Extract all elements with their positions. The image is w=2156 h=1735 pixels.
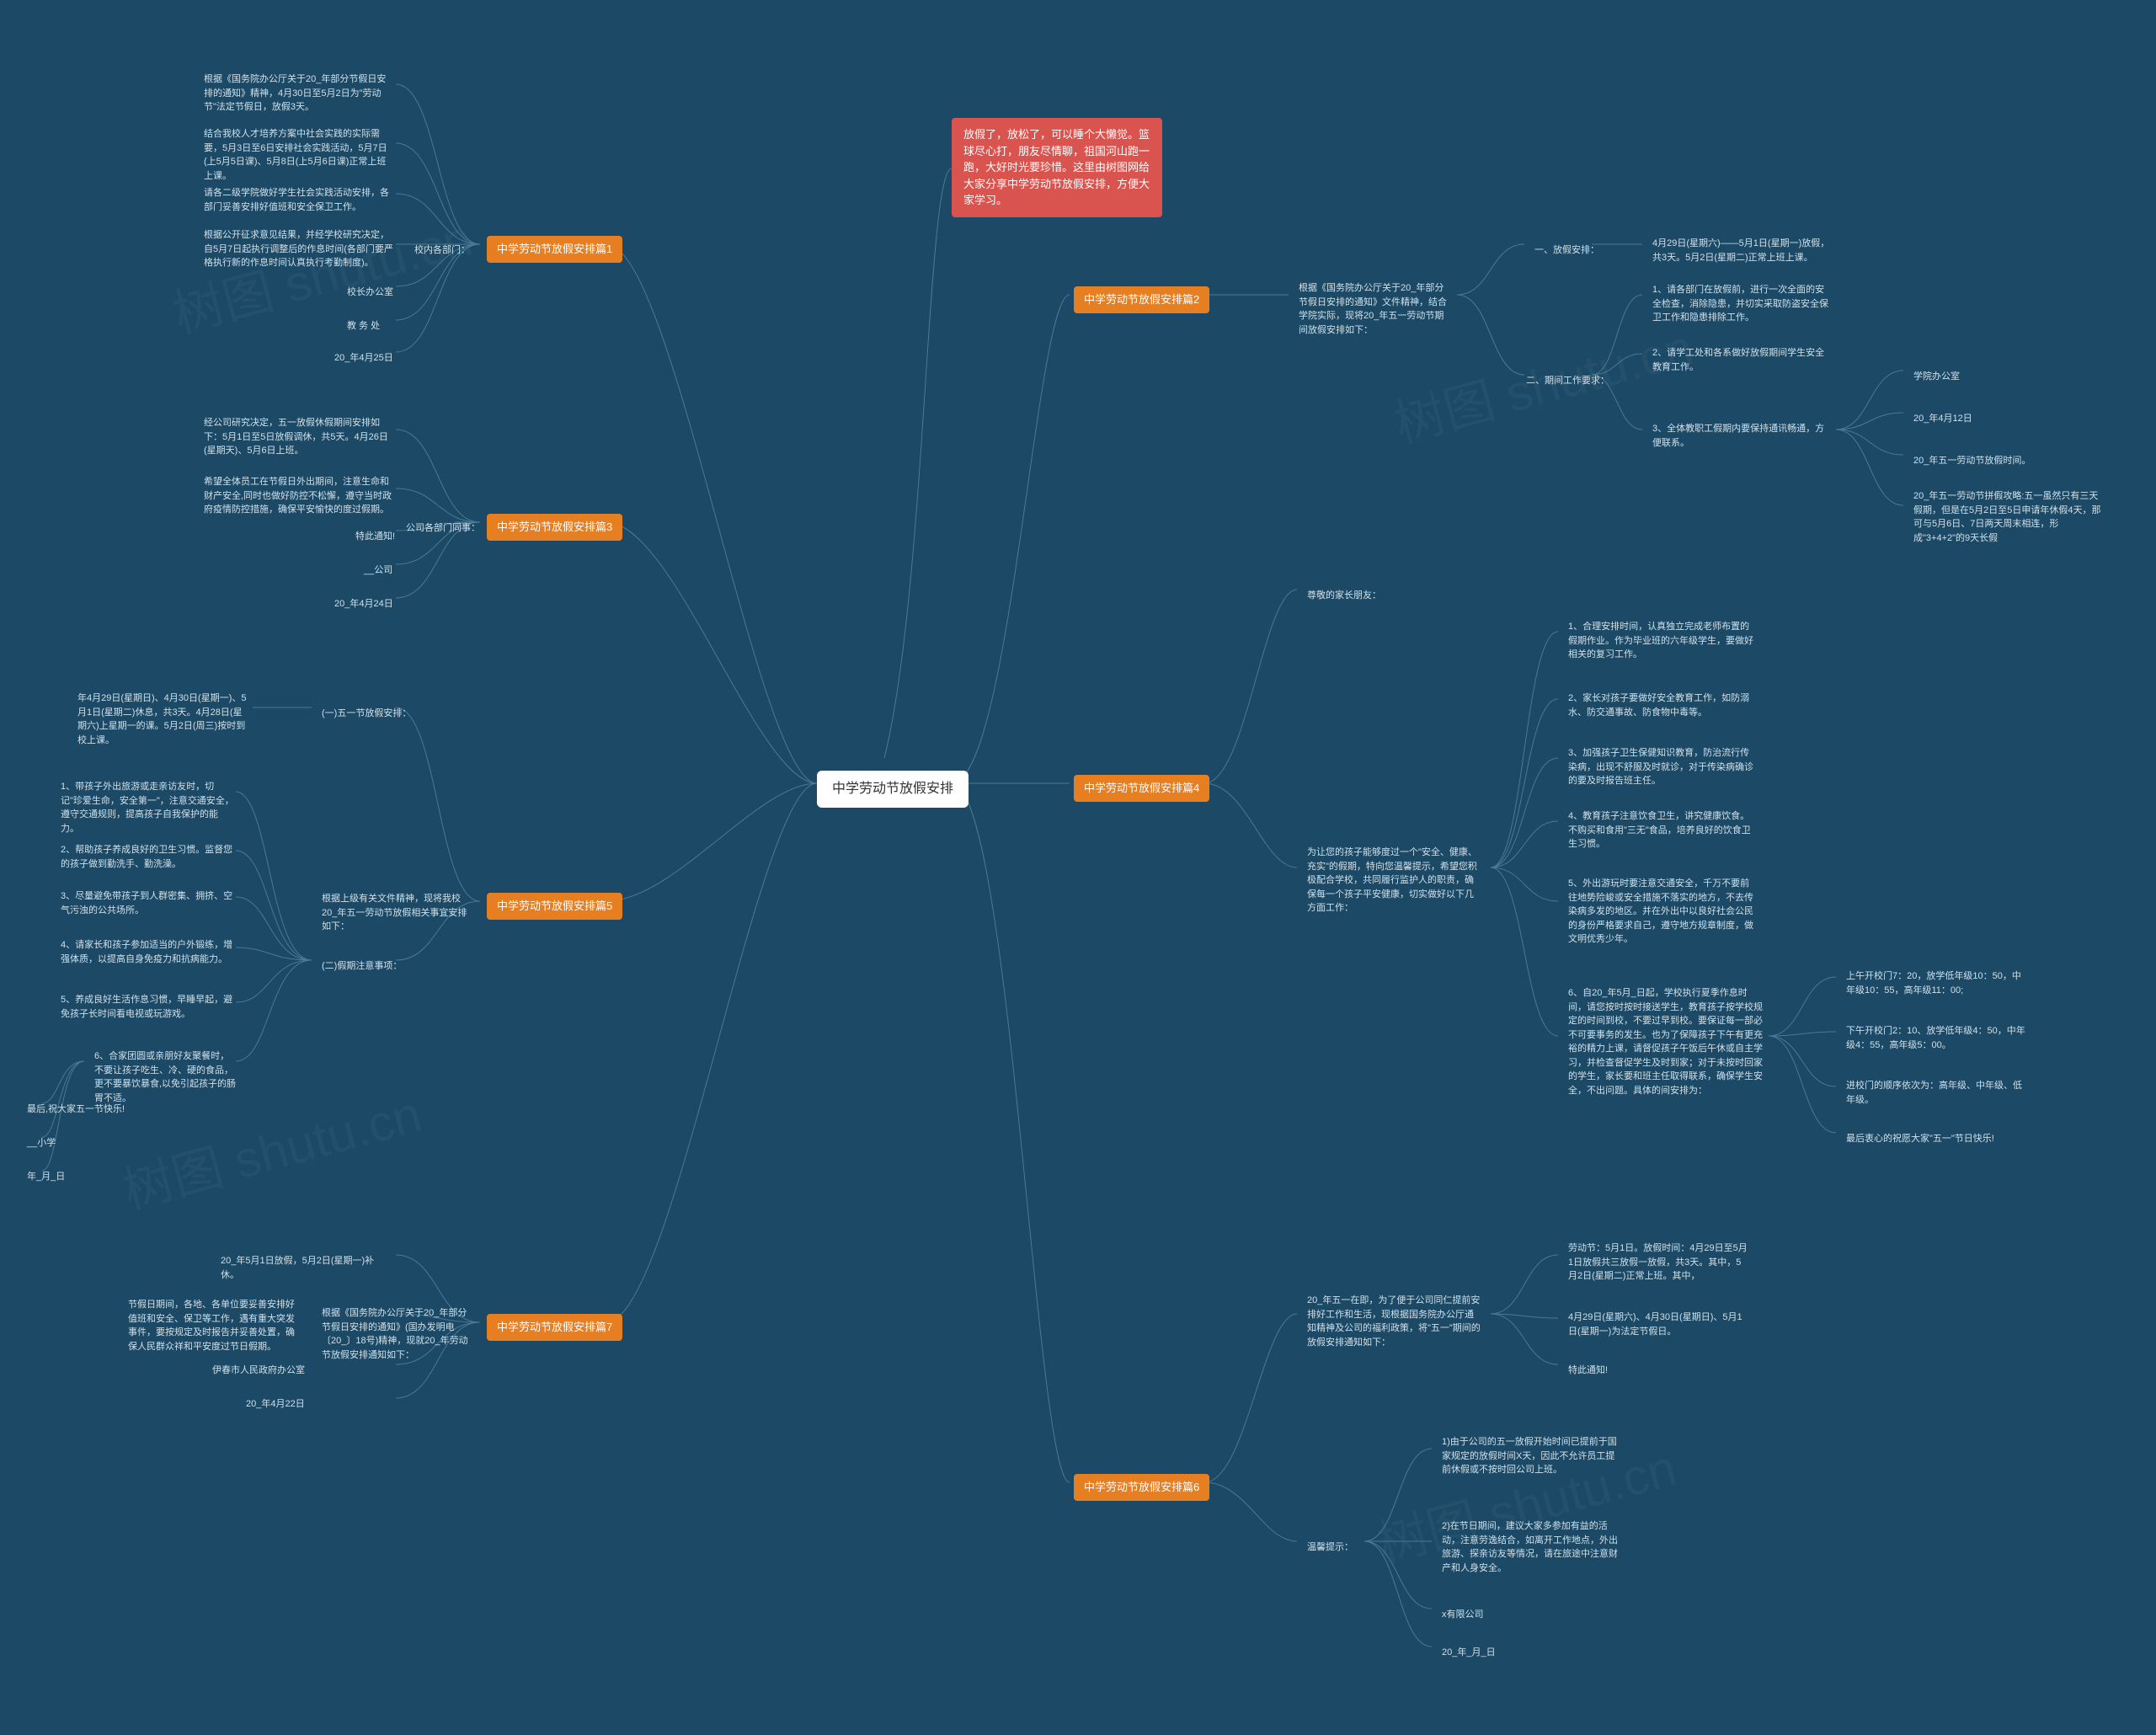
s1-leaf: 根据《国务院办公厅关于20_年部分节假日安排的通知》精神，4月30日至5月2日为… (194, 67, 404, 120)
s2-b2-item: 1、请各部门在放假前，进行一次全面的安全检查，消除隐患，并切实采取防盗安全保卫工… (1642, 278, 1840, 330)
s5-b2-item: 4、请家长和孩子参加适当的户外锻练，增强体质，以提高自身免疫力和抗病能力。 (51, 933, 244, 971)
s7-leaf: 节假日期间，各地、各单位要妥善安排好值班和安全、保卫等工作，遇有重大突发事件，要… (118, 1293, 312, 1359)
s4-item6-sub: 下午开校门2：10、放学低年级4：50，中年级4：55，高年级5：00。 (1836, 1019, 2038, 1057)
s5-b1-label: (一)五一节放假安排： (312, 702, 421, 726)
s4-item6-sub: 上午开校门7：20，放学低年级10：50，中年级10：55，高年级11：00; (1836, 964, 2038, 1002)
s2-b2-item: 2、请学工处和各系做好放假期间学生安全教育工作。 (1642, 341, 1840, 379)
s2-sub: 根据《国务院办公厅关于20_年部分节假日安排的通知》文件精神，结合学院实际，现将… (1289, 276, 1461, 342)
intro-node: 放假了，放松了，可以睡个大懒觉。篮球尽心打，朋友尽情聊，祖国河山跑一跑，大好时光… (952, 118, 1162, 217)
s6-b2-item: 2)在节日期间，建议大家多参加有益的活动，注意劳逸结合，如离开工作地点，外出旅游… (1432, 1514, 1634, 1580)
s6-b1-item: 劳动节：5月1日。放假时间：4月29日至5月1日放假共三放假一放假，共3天。其中… (1558, 1236, 1760, 1289)
section-4: 中学劳动节放假安排篇4 (1074, 775, 1209, 802)
center-node: 中学劳动节放假安排 (817, 771, 969, 808)
s4-item: 6、自20_年5月_日起，学校执行夏季作息时间，请您按时按时接送学生，教育孩子按… (1558, 981, 1773, 1102)
section-2: 中学劳动节放假安排篇2 (1074, 286, 1209, 313)
s3-leaf: 特此通知! (345, 525, 405, 549)
s2-tail: 20_年五一劳动节拼假攻略:五一虽然只有三天假期，但是在5月2日至5日申请年休假… (1903, 484, 2114, 550)
s5-tail: 最后,祝大家五一节快乐! (17, 1097, 135, 1122)
s1-leaf: 校长办公室 (337, 280, 403, 305)
s7-sub: 根据《国务院办公厅关于20_年部分节假日安排的通知》(国办发明电〔20_〕18号… (312, 1301, 480, 1367)
s7-leaf: 伊春市人民政府办公室 (202, 1359, 315, 1383)
s6-b1-sub: 20_年五一在即，为了便于公司同仁提前安排好工作和生活，现根据国务院办公厅通知精… (1297, 1289, 1491, 1354)
s6-b1-item: 4月29日(星期六)、4月30日(星期日)、5月1日(星期一)为法定节假日。 (1558, 1305, 1760, 1343)
s4-item: 2、家长对孩子要做好安全教育工作，如防溺水、防交通事故、防食物中毒等。 (1558, 686, 1769, 724)
s2-tail: 20_年4月12日 (1903, 407, 1983, 431)
s4-item6-sub: 进校门的顺序依次为：高年级、中年级、低年级。 (1836, 1074, 2038, 1112)
s5-tail: 年_月_日 (17, 1165, 75, 1189)
s3-leaf: 希望全体员工在节假日外出期间，注意生命和财产安全,同时也做好防控不松懈，遵守当时… (194, 470, 404, 522)
s5-sub: 根据上级有关文件精神，现将我校20_年五一劳动节放假相关事宜安排如下： (312, 887, 480, 939)
s6-b2-sub: 温馨提示： (1297, 1535, 1364, 1560)
s5-b2-item: 3、尽量避免带孩子到人群密集、拥挤、空气污浊的公共场所。 (51, 884, 244, 922)
section-1: 中学劳动节放假安排篇1 (487, 236, 622, 263)
s5-b2-label: (二)假期注意事项： (312, 954, 412, 979)
s2-b2-label: 二、期间工作要求： (1516, 369, 1620, 393)
s6-b1-item: 特此通知! (1558, 1359, 1618, 1383)
s5-b2-item: 1、带孩子外出旅游或走亲访友时，切记"珍爱生命，安全第一"，注意交通安全，遵守交… (51, 775, 244, 841)
s7-leaf: 20_年5月1日放假，5月2日(星期一)补休。 (211, 1249, 396, 1287)
s5-b2-item: 2、帮助孩子养成良好的卫生习惯。监督您的孩子做到勤洗手、勤洗澡。 (51, 838, 244, 876)
section-3: 中学劳动节放假安排篇3 (487, 514, 622, 541)
section-5: 中学劳动节放假安排篇5 (487, 893, 622, 920)
s2-b2-item: 3、全体教职工假期内要保持通讯畅通，方便联系。 (1642, 417, 1840, 455)
s3-sub: 公司各部门同事： (396, 516, 490, 541)
s4-top: 尊敬的家长朋友： (1297, 584, 1391, 608)
s4-item: 3、加强孩子卫生保健知识教育，防治流行传染病，出现不舒服及时就诊，对于传染病确诊… (1558, 741, 1769, 793)
s5-tail: __小学 (17, 1131, 66, 1156)
s5-b2-item: 5、养成良好生活作息习惯，早睡早起，避免孩子长时间看电视或玩游戏。 (51, 988, 244, 1026)
s1-leaf: 请各二级学院做好学生社会实践活动安排，各部门妥善安排好值班和安全保卫工作。 (194, 181, 404, 219)
s1-leaf: 20_年4月25日 (324, 346, 403, 371)
section-6: 中学劳动节放假安排篇6 (1074, 1474, 1209, 1501)
s6-b2-item: x有限公司 (1432, 1603, 1494, 1627)
s4-item: 5、外出游玩时要注意交通安全，千万不要前往地势险峻或安全措施不落实的地方，不去传… (1558, 872, 1769, 952)
s3-leaf: __公司 (354, 558, 403, 583)
s7-leaf: 20_年4月22日 (236, 1392, 315, 1417)
s4-sub: 为让您的孩子能够度过一个"安全、健康、充实"的假期，特向您温馨提示，希望您积极配… (1297, 841, 1491, 921)
s4-item6-sub: 最后衷心的祝愿大家"五一"节日快乐! (1836, 1127, 2038, 1151)
s6-b2-item: 1)由于公司的五一放假开始时间已提前于国家规定的放假时间X天，因此不允许员工提前… (1432, 1430, 1634, 1482)
s2-b1-text: 4月29日(星期六)——5月1日(星期一)放假，共3天。5月2日(星期二)正常上… (1642, 232, 1844, 270)
s2-b1-label: 一、放假安排： (1524, 238, 1609, 263)
s3-leaf: 20_年4月24日 (324, 592, 403, 617)
s2-tail: 20_年五一劳动节放假时间。 (1903, 449, 2041, 473)
s3-leaf: 经公司研究决定，五一放假休假期间安排如下：5月1日至5日放假调休，共5天。4月2… (194, 411, 404, 463)
s1-leaf: 根据公开征求意见结果，并经学校研究决定，自5月7日起执行调整后的作息时间(各部门… (194, 223, 404, 275)
s4-item: 4、教育孩子注意饮食卫生，讲究健康饮食。不购买和食用"三无"食品，培养良好的饮食… (1558, 804, 1769, 857)
s6-b2-item: 20_年_月_日 (1432, 1641, 1506, 1665)
s5-b1-text: 年4月29日(星期日)、4月30日(星期一)、5月1日(星期二)休息，共3天。4… (67, 686, 261, 752)
s1-sub: 校内各部门： (404, 238, 480, 263)
s1-leaf: 结合我校人才培养方案中社会实践的实际需要，5月3日至6日安排社会实践活动，5月7… (194, 122, 404, 188)
s4-item: 1、合理安排时间，认真独立完成老师布置的假期作业。作为毕业班的六年级学生，要做好… (1558, 615, 1769, 667)
s1-leaf: 教 务 处 (337, 314, 390, 339)
section-7: 中学劳动节放假安排篇7 (487, 1314, 622, 1341)
s2-tail: 学院办公室 (1903, 365, 1970, 389)
